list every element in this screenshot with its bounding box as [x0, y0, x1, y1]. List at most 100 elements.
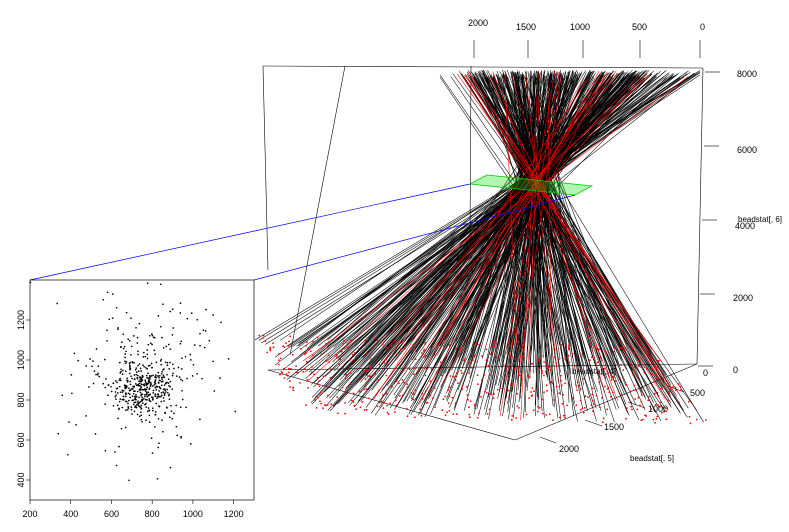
- series-line: [525, 71, 561, 388]
- inset-point: [166, 364, 169, 367]
- floor-point: [473, 404, 476, 406]
- floor-point: [469, 362, 471, 365]
- inset-point: [162, 388, 165, 391]
- inset-point: [162, 397, 165, 399]
- inset-point: [160, 400, 163, 403]
- floor-point: [319, 391, 322, 394]
- box-edge-floor-back: [267, 363, 698, 371]
- inset-point: [153, 384, 156, 386]
- floor-point: [323, 404, 326, 406]
- floor-point: [390, 386, 393, 389]
- inset-point: [140, 414, 143, 417]
- inset-point: [145, 402, 147, 405]
- inset-point: [145, 391, 148, 394]
- floor-point: [338, 363, 340, 366]
- floor-point: [394, 411, 396, 413]
- floor-point: [378, 363, 381, 366]
- floor-point: [566, 404, 568, 407]
- inset-point: [167, 378, 170, 381]
- floor-point: [492, 392, 495, 395]
- floor-point: [352, 392, 355, 395]
- inset-point: [143, 388, 146, 391]
- inset-point: [144, 393, 146, 396]
- floor-point: [461, 385, 464, 387]
- floor-point: [290, 368, 292, 370]
- floor-point: [440, 374, 443, 377]
- inset-point: [140, 404, 143, 407]
- floor-point: [579, 409, 582, 411]
- floor-point: [574, 365, 576, 367]
- inset-point: [159, 283, 162, 286]
- series-line: [477, 72, 664, 389]
- right-axis: [698, 71, 720, 367]
- floor-point: [313, 398, 316, 401]
- floor-point: [288, 371, 290, 374]
- floor-point: [581, 407, 584, 410]
- floor-point: [583, 377, 585, 380]
- floor-point: [311, 371, 313, 374]
- inset-point: [122, 347, 125, 350]
- floor-point: [543, 374, 545, 377]
- inset-point: [164, 382, 167, 384]
- inset-point: [128, 339, 131, 342]
- floor-point: [386, 404, 388, 407]
- floor-point: [421, 397, 424, 400]
- inset-point: [128, 372, 131, 375]
- inset-point: [154, 353, 156, 355]
- floor-point: [639, 404, 641, 407]
- inset-point: [155, 361, 158, 364]
- series-line: [516, 76, 562, 388]
- inset-point: [166, 381, 168, 384]
- inset-point: [117, 327, 119, 329]
- floor-point: [414, 358, 417, 360]
- floor-point: [441, 409, 444, 412]
- floor-point: [562, 394, 564, 396]
- right-tick-label: 2000: [733, 293, 753, 303]
- inset-point: [170, 404, 172, 407]
- inset-point: [149, 393, 152, 396]
- inset-point: [116, 404, 119, 407]
- inset-point: [144, 355, 147, 358]
- inset-point: [114, 391, 117, 393]
- floor-point: [286, 374, 289, 377]
- floor-point: [269, 349, 272, 352]
- inset-point: [141, 396, 144, 399]
- series-line: [274, 76, 657, 366]
- inset-point: [138, 415, 141, 418]
- inset-point: [149, 385, 152, 388]
- inset-point: [145, 383, 148, 386]
- inset-point: [148, 414, 151, 417]
- inset-point: [212, 360, 214, 363]
- inset-point: [157, 417, 160, 420]
- inset-point: [148, 388, 151, 391]
- floor-point: [304, 353, 306, 355]
- floor-point: [635, 389, 638, 392]
- box-edge-floor-right: [514, 363, 698, 441]
- inset-point: [147, 391, 150, 394]
- inset-point: [104, 386, 107, 389]
- floor-point: [641, 418, 644, 421]
- floor-point: [654, 421, 656, 424]
- floor-point: [460, 369, 462, 372]
- floor-point: [657, 404, 659, 407]
- floor-point: [367, 375, 369, 377]
- floor-point: [553, 356, 556, 359]
- inset-point: [130, 387, 133, 390]
- inset-point: [124, 353, 127, 355]
- inset-point: [141, 388, 143, 391]
- inset-point: [172, 372, 174, 375]
- inset-point: [171, 334, 174, 336]
- floor-point: [269, 346, 272, 349]
- floor-point: [420, 352, 423, 354]
- inset-point: [160, 384, 163, 387]
- inset-point: [163, 400, 165, 402]
- floor-point: [590, 404, 593, 407]
- floor-point: [339, 359, 342, 361]
- floor-point: [675, 389, 677, 392]
- floor-point: [327, 354, 330, 357]
- floor-point: [395, 380, 398, 382]
- floor-point: [528, 376, 531, 378]
- floor-point: [414, 416, 416, 419]
- floor-point: [576, 381, 579, 384]
- floor-point: [516, 405, 519, 407]
